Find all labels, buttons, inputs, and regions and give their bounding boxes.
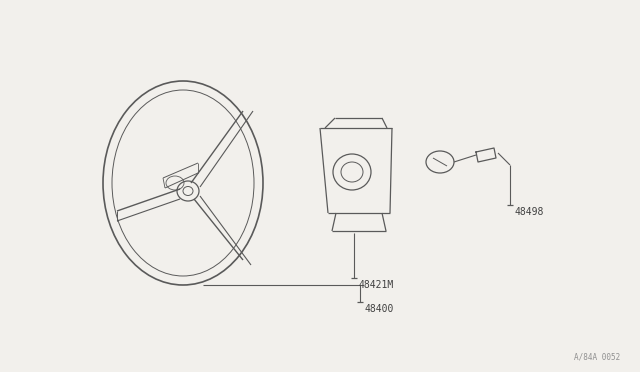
Text: 48421M: 48421M — [359, 280, 394, 290]
Text: A/84A 0052: A/84A 0052 — [573, 353, 620, 362]
Text: 48400: 48400 — [365, 304, 394, 314]
Text: 48498: 48498 — [515, 207, 545, 217]
